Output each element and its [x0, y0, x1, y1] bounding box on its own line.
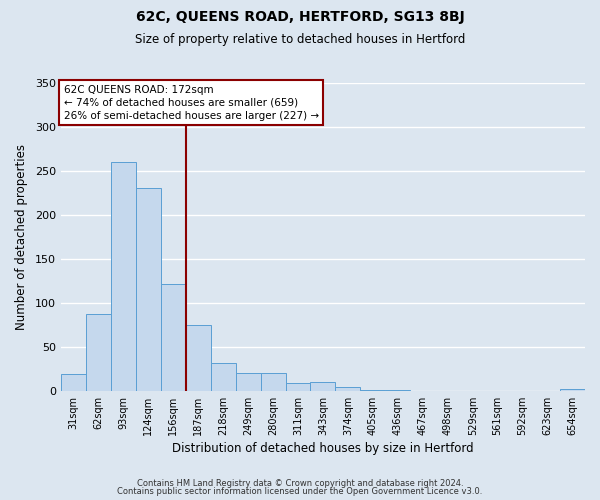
Bar — [236, 373, 260, 391]
Text: Size of property relative to detached houses in Hertford: Size of property relative to detached ho… — [135, 32, 465, 46]
Text: 62C, QUEENS ROAD, HERTFORD, SG13 8BJ: 62C, QUEENS ROAD, HERTFORD, SG13 8BJ — [136, 10, 464, 24]
Bar — [385, 390, 410, 391]
Bar — [260, 373, 286, 391]
Bar — [310, 382, 335, 391]
Text: Contains public sector information licensed under the Open Government Licence v3: Contains public sector information licen… — [118, 487, 482, 496]
Bar — [335, 388, 361, 391]
Bar — [111, 162, 136, 391]
Bar — [86, 314, 111, 391]
Bar — [61, 374, 86, 391]
Text: Contains HM Land Registry data © Crown copyright and database right 2024.: Contains HM Land Registry data © Crown c… — [137, 478, 463, 488]
Bar — [186, 325, 211, 391]
Bar — [286, 383, 310, 391]
Bar — [136, 188, 161, 391]
Bar — [161, 284, 186, 391]
Bar — [361, 390, 385, 391]
X-axis label: Distribution of detached houses by size in Hertford: Distribution of detached houses by size … — [172, 442, 474, 455]
Y-axis label: Number of detached properties: Number of detached properties — [15, 144, 28, 330]
Bar — [211, 362, 236, 391]
Bar — [560, 389, 585, 391]
Text: 62C QUEENS ROAD: 172sqm
← 74% of detached houses are smaller (659)
26% of semi-d: 62C QUEENS ROAD: 172sqm ← 74% of detache… — [64, 84, 319, 121]
